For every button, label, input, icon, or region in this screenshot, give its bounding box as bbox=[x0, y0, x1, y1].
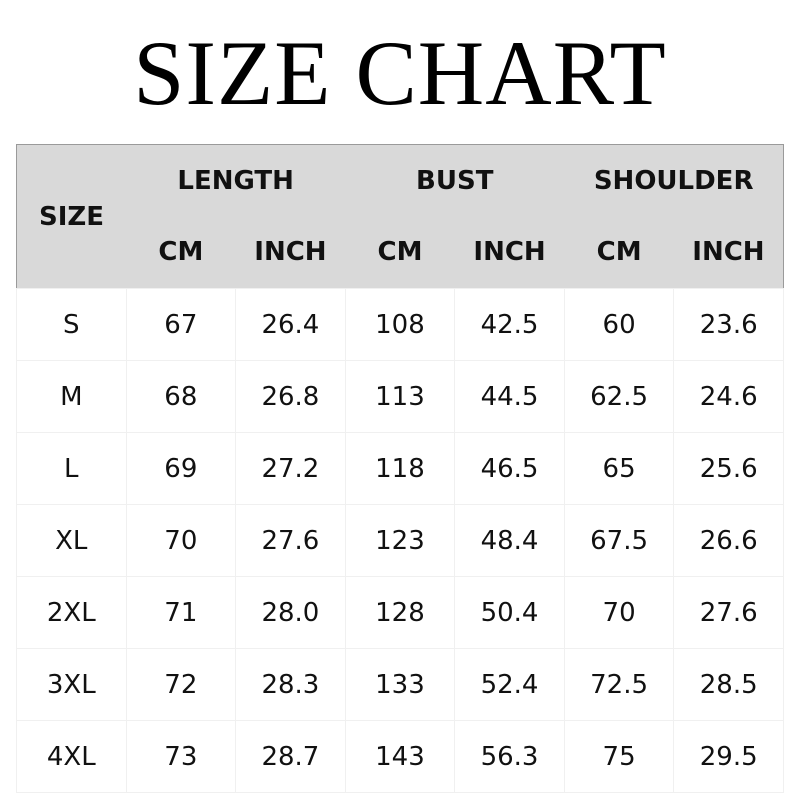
measurement-cell: 72.5 bbox=[563, 648, 675, 721]
header-unit: CM bbox=[564, 216, 674, 289]
measurement-cell: 60 bbox=[563, 288, 675, 361]
measurement-cell: 70 bbox=[563, 576, 675, 649]
measurement-cell: 123 bbox=[344, 504, 456, 577]
header-shoulder: SHOULDER bbox=[564, 144, 784, 216]
measurement-cell: 28.5 bbox=[673, 648, 784, 721]
measurement-cell: 42.5 bbox=[454, 288, 565, 361]
header-length: LENGTH bbox=[126, 144, 346, 216]
size-cell: 2XL bbox=[16, 576, 127, 649]
measurement-cell: 69 bbox=[125, 432, 237, 505]
measurement-cell: 70 bbox=[125, 504, 237, 577]
measurement-cell: 133 bbox=[344, 648, 456, 721]
size-cell: S bbox=[16, 288, 127, 361]
measurement-cell: 143 bbox=[344, 720, 456, 793]
size-cell: M bbox=[16, 360, 127, 433]
measurement-cell: 26.6 bbox=[673, 504, 784, 577]
measurement-cell: 72 bbox=[125, 648, 237, 721]
measurement-cell: 65 bbox=[563, 432, 675, 505]
measurement-cell: 27.6 bbox=[673, 576, 784, 649]
header-unit: CM bbox=[126, 216, 236, 289]
size-cell: L bbox=[16, 432, 127, 505]
measurement-cell: 68 bbox=[125, 360, 237, 433]
measurement-cell: 44.5 bbox=[454, 360, 565, 433]
header-row-groups: SIZE LENGTH BUST SHOULDER bbox=[16, 144, 784, 289]
table-row: L 69 27.2 118 46.5 65 25.6 bbox=[16, 432, 784, 505]
size-chart-table: SIZE LENGTH BUST SHOULDER CM INCH CM INC… bbox=[16, 144, 784, 793]
measurement-cell: 46.5 bbox=[454, 432, 565, 505]
size-cell: XL bbox=[16, 504, 127, 577]
header-bust: BUST bbox=[345, 144, 565, 216]
measurement-cell: 71 bbox=[125, 576, 237, 649]
size-cell: 4XL bbox=[16, 720, 127, 793]
header-unit: INCH bbox=[235, 216, 346, 289]
measurement-cell: 50.4 bbox=[454, 576, 565, 649]
page-title: SIZE CHART bbox=[133, 22, 667, 124]
measurement-cell: 67 bbox=[125, 288, 237, 361]
measurement-cell: 27.2 bbox=[235, 432, 346, 505]
measurement-cell: 29.5 bbox=[673, 720, 784, 793]
measurement-cell: 62.5 bbox=[563, 360, 675, 433]
measurement-cell: 26.4 bbox=[235, 288, 346, 361]
table-row: S 67 26.4 108 42.5 60 23.6 bbox=[16, 288, 784, 361]
measurement-cell: 28.7 bbox=[235, 720, 346, 793]
measurement-cell: 118 bbox=[344, 432, 456, 505]
table-row: 3XL 72 28.3 133 52.4 72.5 28.5 bbox=[16, 648, 784, 721]
measurement-cell: 56.3 bbox=[454, 720, 565, 793]
header-unit: INCH bbox=[454, 216, 565, 289]
measurement-cell: 26.8 bbox=[235, 360, 346, 433]
measurement-cell: 108 bbox=[344, 288, 456, 361]
measurement-cell: 73 bbox=[125, 720, 237, 793]
header-unit: CM bbox=[345, 216, 455, 289]
measurement-cell: 67.5 bbox=[563, 504, 675, 577]
header-unit: INCH bbox=[673, 216, 784, 289]
measurement-cell: 24.6 bbox=[673, 360, 784, 433]
measurement-cell: 75 bbox=[563, 720, 675, 793]
measurement-cell: 23.6 bbox=[673, 288, 784, 361]
size-cell: 3XL bbox=[16, 648, 127, 721]
table-row: M 68 26.8 113 44.5 62.5 24.6 bbox=[16, 360, 784, 433]
measurement-cell: 28.3 bbox=[235, 648, 346, 721]
table-row: 2XL 71 28.0 128 50.4 70 27.6 bbox=[16, 576, 784, 649]
table-row: XL 70 27.6 123 48.4 67.5 26.6 bbox=[16, 504, 784, 577]
measurement-cell: 48.4 bbox=[454, 504, 565, 577]
table-row: 4XL 73 28.7 143 56.3 75 29.5 bbox=[16, 720, 784, 793]
measurement-cell: 25.6 bbox=[673, 432, 784, 505]
measurement-cell: 113 bbox=[344, 360, 456, 433]
measurement-cell: 27.6 bbox=[235, 504, 346, 577]
header-row-units: CM INCH CM INCH CM INCH bbox=[17, 216, 784, 289]
measurement-cell: 128 bbox=[344, 576, 456, 649]
measurement-cell: 28.0 bbox=[235, 576, 346, 649]
header-size: SIZE bbox=[16, 144, 127, 289]
measurement-cell: 52.4 bbox=[454, 648, 565, 721]
